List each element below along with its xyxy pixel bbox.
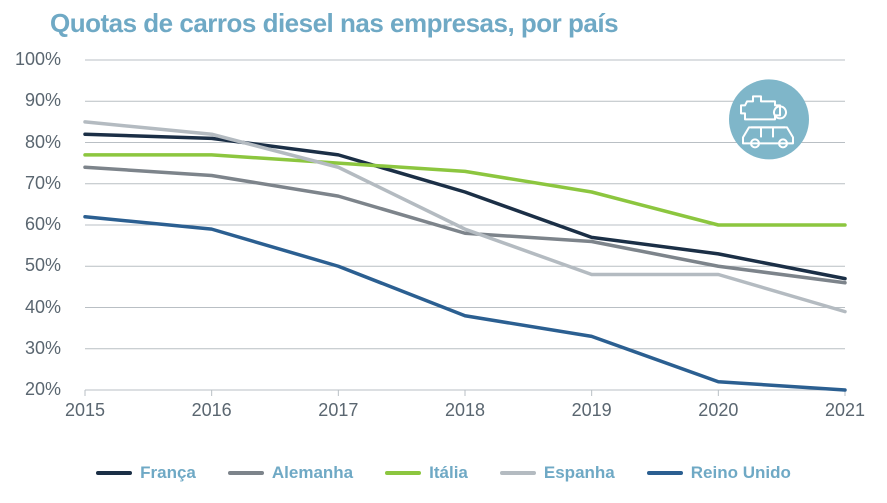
y-axis-tick-label: 20% [6,379,61,400]
x-axis-tick-label: 2021 [825,400,865,421]
legend-item: França [96,463,196,483]
x-axis-tick-label: 2017 [318,400,358,421]
legend-swatch [647,471,683,475]
series-line [85,155,845,225]
x-axis-tick-label: 2019 [572,400,612,421]
legend-label: Alemanha [272,463,353,483]
chart-svg [70,55,860,425]
y-axis-tick-label: 70% [6,173,61,194]
engine-car-icon [729,79,809,159]
y-axis-tick-label: 90% [6,90,61,111]
y-axis-tick-label: 50% [6,255,61,276]
y-axis-tick-label: 100% [6,49,61,70]
legend: França Alemanha Itália Espanha Reino Unido [0,462,887,483]
legend-label: Espanha [544,463,615,483]
series-line [85,217,845,390]
legend-swatch [500,471,536,475]
y-axis-tick-label: 60% [6,214,61,235]
legend-item: Itália [385,463,468,483]
legend-swatch [385,471,421,475]
legend-item: Reino Unido [647,463,791,483]
y-axis-tick-label: 30% [6,338,61,359]
x-axis-tick-label: 2015 [65,400,105,421]
legend-swatch [96,471,132,475]
x-axis-tick-label: 2016 [192,400,232,421]
plot-area [70,55,860,425]
diesel-share-chart: Quotas de carros diesel nas empresas, po… [0,0,887,503]
legend-item: Espanha [500,463,615,483]
legend-label: Itália [429,463,468,483]
legend-item: Alemanha [228,463,353,483]
chart-title: Quotas de carros diesel nas empresas, po… [50,8,618,39]
x-axis-tick-label: 2018 [445,400,485,421]
x-axis-tick-label: 2020 [698,400,738,421]
legend-swatch [228,471,264,475]
legend-label: Reino Unido [691,463,791,483]
legend-label: França [140,463,196,483]
y-axis-tick-label: 80% [6,132,61,153]
y-axis-tick-label: 40% [6,297,61,318]
series-line [85,122,845,312]
